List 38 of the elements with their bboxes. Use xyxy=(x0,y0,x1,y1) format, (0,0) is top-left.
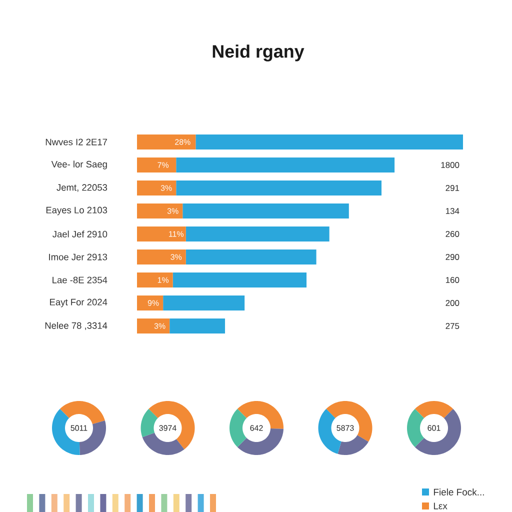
y-tick-label: Nelee 78 ,3314 xyxy=(45,322,108,330)
annotation: 291 xyxy=(446,185,460,191)
bar xyxy=(186,250,316,265)
bar xyxy=(176,158,395,173)
y-tick-label: Imoe Jer 2913 xyxy=(49,254,108,260)
y-tick-label: Nwves I2 2E17 xyxy=(46,138,107,146)
y-tick-label: Lae -8E 2354 xyxy=(52,276,108,284)
bar xyxy=(137,204,183,219)
y-tick-label: Eayt For 2024 xyxy=(50,298,108,308)
bar xyxy=(176,180,382,196)
annotation: 134 xyxy=(446,208,460,214)
bar xyxy=(172,272,307,288)
bar xyxy=(137,226,186,242)
annotation: 200 xyxy=(446,300,460,306)
y-tick-label: Jemt, 22053 xyxy=(56,184,108,192)
y-tick-label: Vee- lor Saeg xyxy=(51,160,107,170)
bar xyxy=(137,250,186,265)
bar xyxy=(196,134,464,150)
bar xyxy=(163,296,245,311)
bar xyxy=(137,158,176,173)
y-tick-label: Eayes Lo 2103 xyxy=(46,206,108,216)
annotation: 1800 xyxy=(441,162,460,168)
legend-label: Lεx xyxy=(434,502,448,510)
bar xyxy=(137,318,170,334)
chart-title: Neid rgany xyxy=(212,44,304,62)
bar xyxy=(137,296,164,311)
bar xyxy=(186,226,330,242)
bar xyxy=(137,272,173,288)
bar xyxy=(137,134,196,150)
annotation: 290 xyxy=(446,254,460,260)
bar xyxy=(182,204,349,219)
bar xyxy=(170,318,226,334)
annotation: 275 xyxy=(446,323,460,329)
y-tick-label: Jael Jef 2910 xyxy=(52,230,108,238)
annotation: 160 xyxy=(446,277,460,283)
legend-label: Fiele Fock... xyxy=(434,488,484,496)
annotation: 260 xyxy=(446,231,460,237)
bar xyxy=(137,180,176,196)
